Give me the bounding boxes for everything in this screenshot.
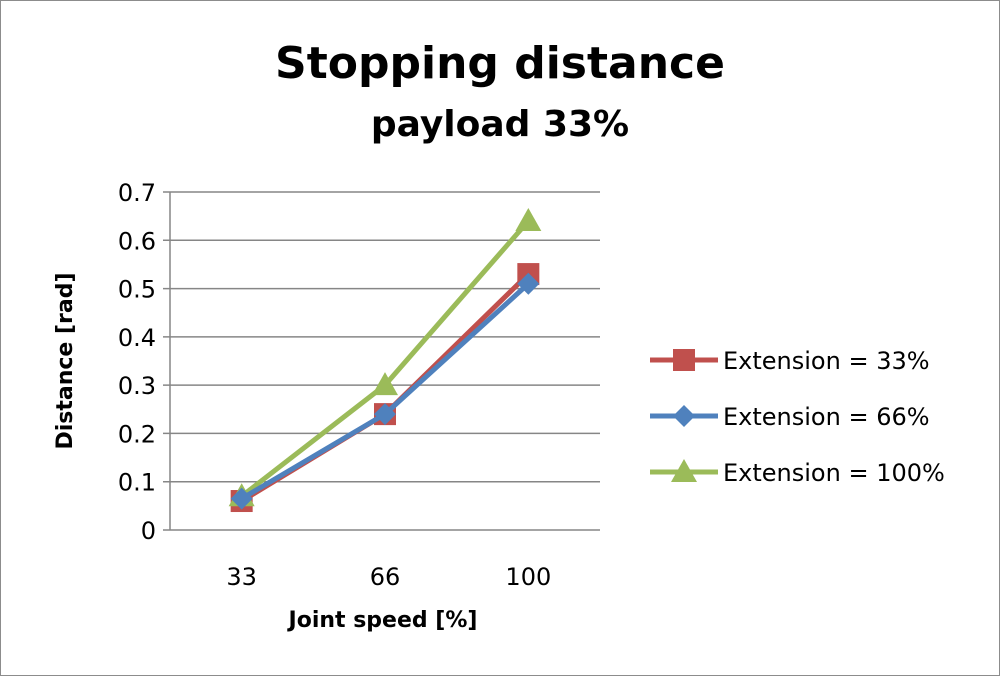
y-tick-label: 0.7 [118, 179, 156, 207]
y-tick-label: 0.4 [118, 324, 156, 352]
series-2 [230, 272, 540, 510]
y-tick-label: 0.3 [118, 372, 156, 400]
data-point-marker [372, 372, 398, 396]
data-point-marker [515, 207, 542, 231]
chart-title: Stopping distance [275, 38, 725, 89]
legend-marker [673, 405, 695, 427]
series-3 [228, 207, 542, 507]
legend-item: Extension = 33% [650, 347, 930, 375]
x-axis-label: Joint speed [%] [287, 608, 478, 633]
data-point-marker [517, 272, 540, 295]
legend-item: Extension = 66% [650, 403, 930, 431]
y-tick-label: 0 [141, 517, 156, 545]
y-tick-label: 0.5 [118, 276, 156, 304]
data-point-marker [230, 487, 253, 510]
legend-label: Extension = 33% [723, 347, 930, 375]
chart-subtitle: payload 33% [370, 104, 630, 145]
series-line [240, 219, 531, 499]
y-tick-label: 0.1 [118, 469, 156, 497]
x-tick-label: 33 [226, 563, 257, 591]
legend-marker [673, 349, 695, 371]
legend-marker [671, 459, 697, 482]
x-tick-label: 66 [370, 563, 401, 591]
y-tick-label: 0.2 [118, 420, 156, 448]
legend-label: Extension = 66% [723, 403, 930, 431]
legend-label: Extension = 100% [723, 459, 945, 487]
data-point-marker [374, 403, 396, 426]
y-axis-label: Distance [rad] [53, 272, 78, 449]
legend-item: Extension = 100% [650, 459, 945, 487]
x-tick-label: 100 [505, 563, 551, 591]
y-tick-label: 0.6 [118, 227, 156, 255]
